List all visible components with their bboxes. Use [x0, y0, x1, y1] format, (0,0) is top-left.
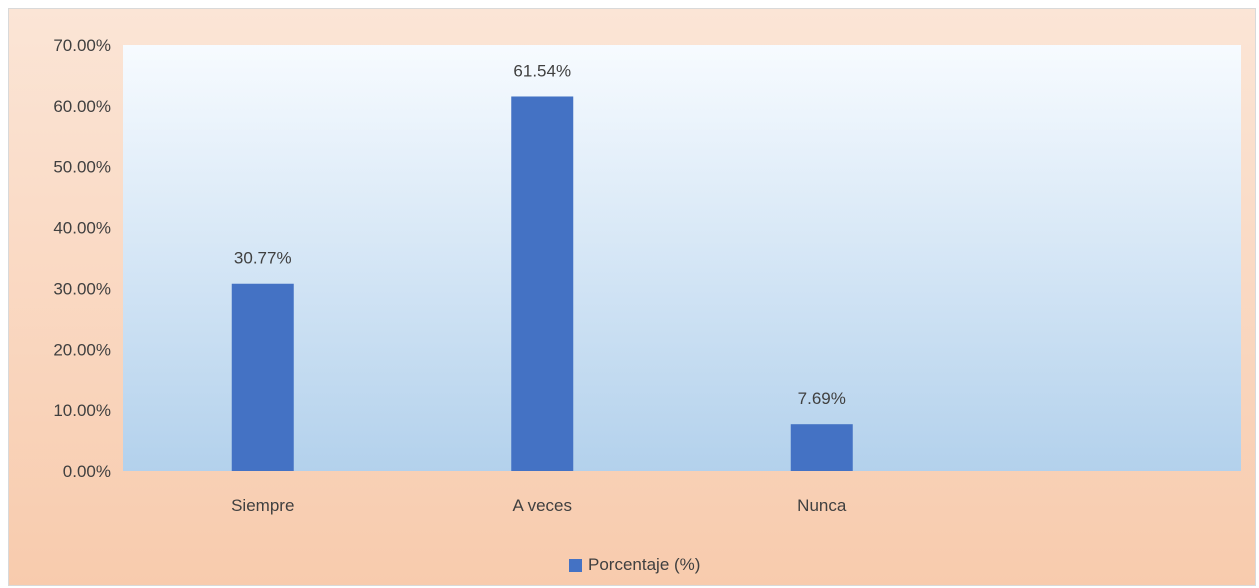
chart-frame: 0.00% 10.00% 20.00% 30.00% 40.00% 50.00% 60.00…: [8, 8, 1256, 586]
legend-swatch: [569, 558, 582, 572]
x-tick-label: A veces: [512, 496, 572, 515]
data-label: 61.54%: [513, 61, 571, 80]
data-label: 7.69%: [798, 389, 846, 408]
legend-label: Porcentaje (%): [588, 555, 701, 574]
y-tick-label: 60.00%: [53, 97, 111, 116]
x-axis: Siempre A veces Nunca: [231, 496, 847, 515]
data-labels: 30.77% 61.54% 7.69%: [234, 61, 846, 408]
x-tick-label: Nunca: [797, 496, 847, 515]
y-tick-label: 40.00%: [53, 219, 111, 238]
bar-nunca: [790, 424, 853, 471]
data-label: 30.77%: [234, 249, 292, 268]
y-tick-label: 70.00%: [53, 36, 111, 55]
y-tick-label: 20.00%: [53, 340, 111, 359]
plot-area: [123, 45, 1241, 471]
y-tick-label: 0.00%: [63, 462, 111, 481]
chart-svg: 0.00% 10.00% 20.00% 30.00% 40.00% 50.00% 60.00…: [53, 36, 1241, 515]
y-tick-label: 10.00%: [53, 401, 111, 420]
y-tick-label: 30.00%: [53, 279, 111, 298]
x-tick-label: Siempre: [231, 496, 294, 515]
bar-siempre: [231, 283, 294, 471]
bars: [231, 96, 853, 472]
y-tick-label: 50.00%: [53, 158, 111, 177]
legend: Porcentaje (%): [569, 553, 700, 577]
bar-a-veces: [511, 96, 574, 472]
y-axis: 0.00% 10.00% 20.00% 30.00% 40.00% 50.00% 60.00…: [53, 36, 111, 481]
